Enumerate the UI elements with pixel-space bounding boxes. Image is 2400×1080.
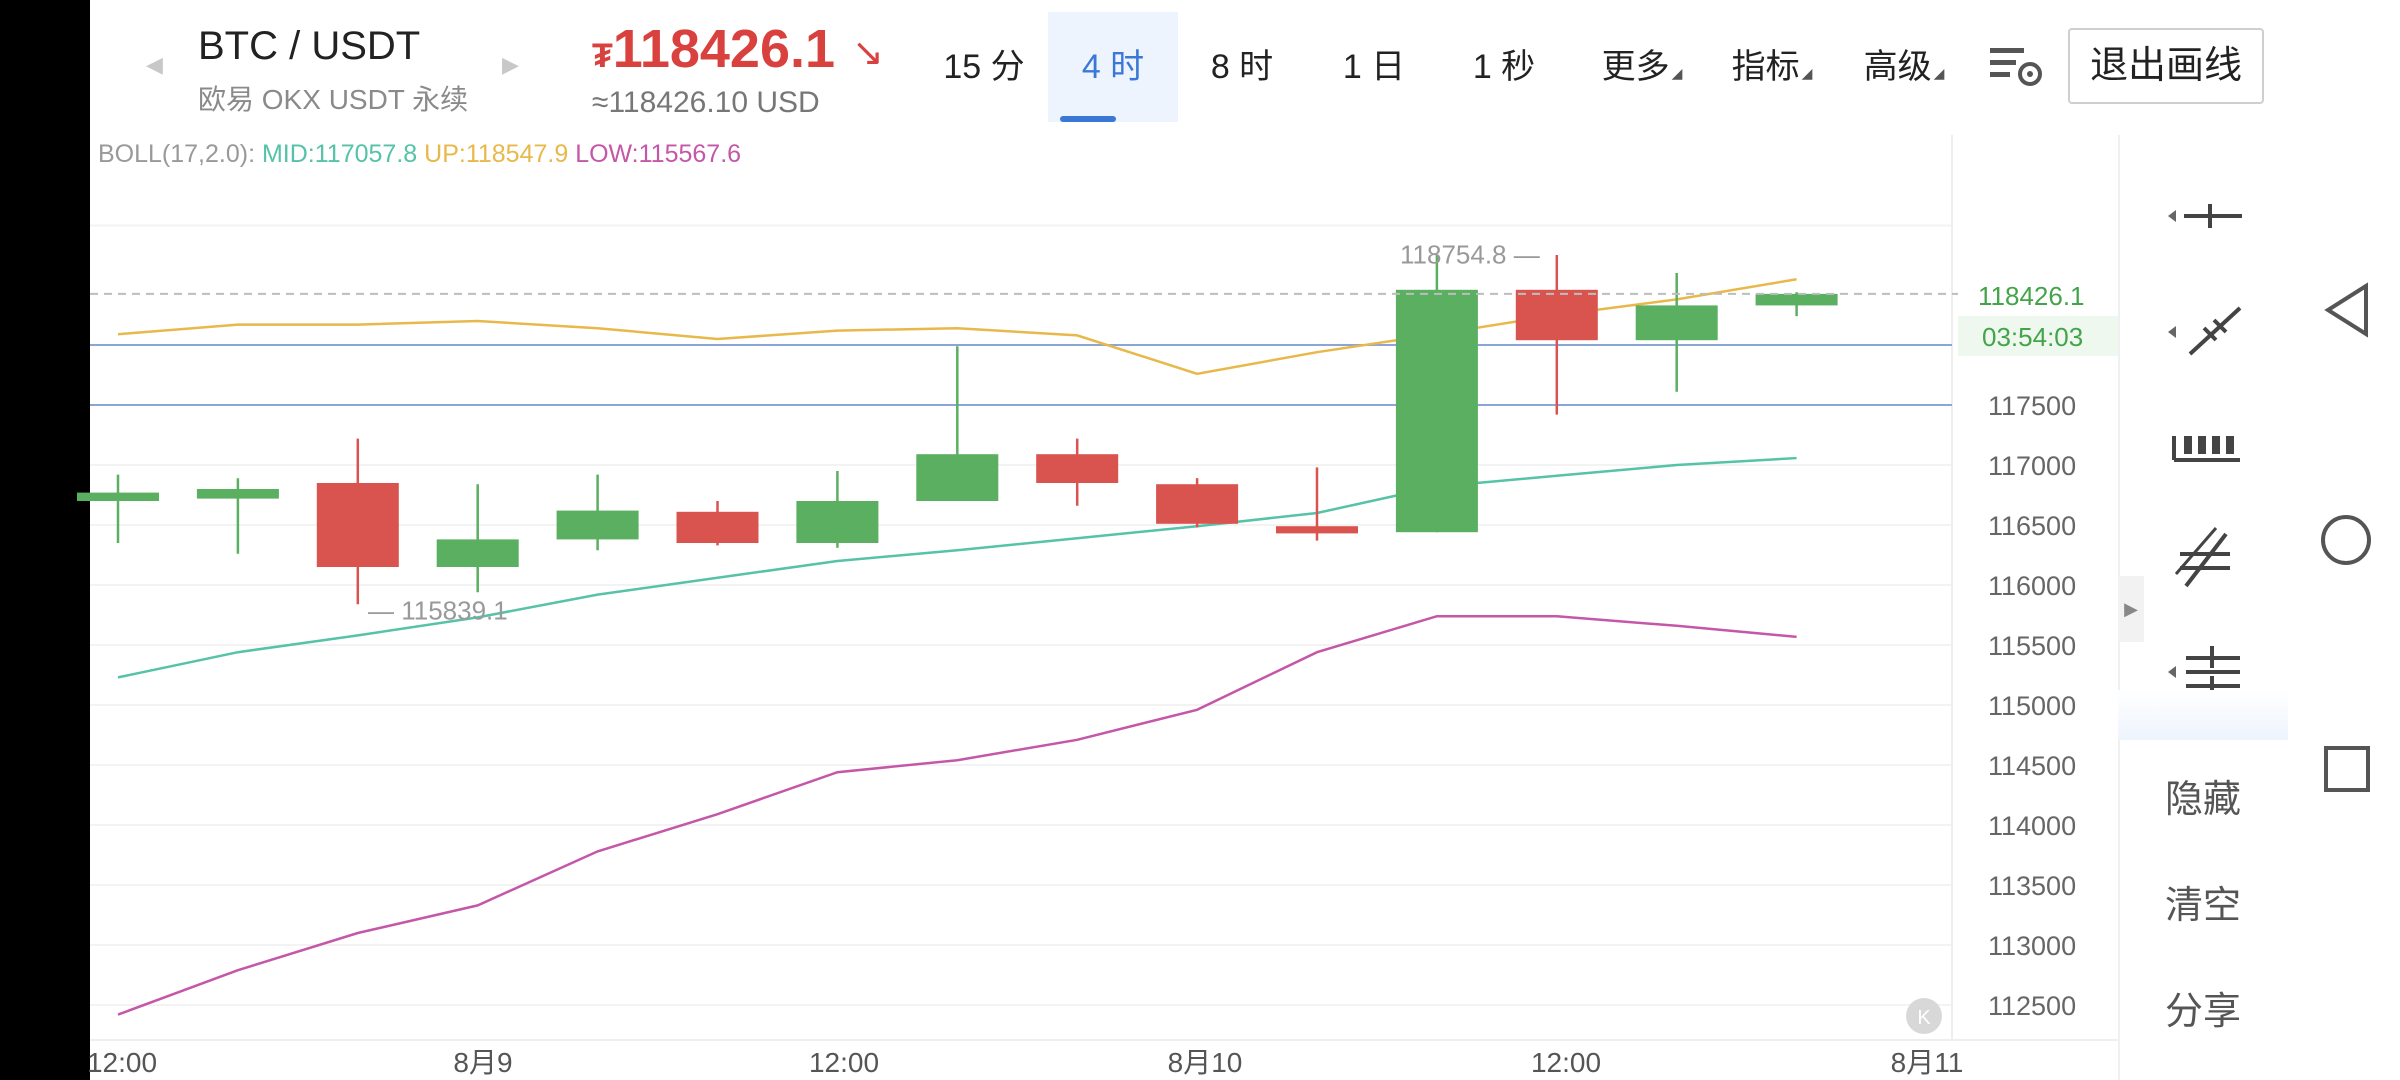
watermark-logo-icon bbox=[1906, 998, 1942, 1034]
dropdown-corner-icon: ◢ bbox=[1671, 65, 1683, 81]
price-usd: ≈118426.10 USD bbox=[592, 86, 820, 119]
boll-low-value: LOW:115567.6 bbox=[575, 140, 742, 168]
candle-body bbox=[316, 483, 399, 567]
candle-body bbox=[676, 511, 759, 543]
x-tick-label: 12:00 bbox=[809, 1047, 879, 1078]
tab-more[interactable]: 更多 ◢ bbox=[1601, 48, 1683, 86]
candle-body bbox=[1515, 289, 1598, 341]
countdown-label-bg bbox=[1958, 315, 2118, 356]
y-tick-label: 113000 bbox=[1988, 931, 2076, 961]
y-tick-label: 114500 bbox=[1988, 751, 2076, 781]
price-symbol: ₮ bbox=[592, 37, 613, 75]
tab-indicators[interactable]: 指标 ◢ bbox=[1731, 48, 1813, 86]
y-tick-label: 113500 bbox=[1988, 871, 2076, 901]
y-tick-label: 117500 bbox=[1988, 391, 2076, 421]
x-tick-label: 8月9 bbox=[453, 1047, 512, 1078]
boll-up-value: UP:118547.9 bbox=[424, 140, 569, 168]
system-nav-bar bbox=[2290, 0, 2400, 1080]
candle-body bbox=[916, 454, 999, 501]
countdown-label: 03:54:03 bbox=[1982, 322, 2083, 352]
pair-title[interactable]: BTC / USDT bbox=[198, 24, 421, 68]
candle-body bbox=[1395, 289, 1478, 533]
prev-pair-arrow-icon[interactable]: ◀ bbox=[146, 52, 163, 77]
chart-settings-icon[interactable] bbox=[1988, 44, 2044, 88]
candle-body bbox=[77, 492, 159, 501]
y-tick-label: 114000 bbox=[1988, 811, 2076, 841]
current-price-label: 118426.1 bbox=[1978, 281, 2085, 311]
y-tick-label: 115500 bbox=[1988, 631, 2076, 661]
tab-advanced[interactable]: 高级 ◢ bbox=[1863, 48, 1945, 86]
y-tick-label: 112500 bbox=[1988, 991, 2076, 1021]
candle-body bbox=[796, 501, 879, 543]
expand-panel-arrow-icon[interactable]: ▶ bbox=[2118, 576, 2144, 642]
x-tick-label: 12:00 bbox=[1531, 1047, 1601, 1078]
next-pair-arrow-icon[interactable]: ▶ bbox=[502, 52, 519, 77]
home-nav-icon[interactable] bbox=[2318, 512, 2374, 568]
price-range-tool-icon[interactable] bbox=[2160, 412, 2250, 482]
header-bar: ◀ ▶ BTC / USDT 欧易 OKX USDT 永续 ₮118426.1 … bbox=[90, 0, 2290, 130]
boll-lower-line bbox=[117, 614, 1797, 1016]
boll-mid-line bbox=[117, 456, 1797, 679]
candle-body bbox=[196, 489, 279, 499]
candle-body bbox=[1156, 484, 1239, 524]
hide-drawings-button[interactable]: 隐藏 bbox=[2164, 779, 2241, 821]
last-price: ₮118426.1 bbox=[592, 18, 835, 80]
dropdown-corner-icon: ◢ bbox=[1933, 65, 1945, 81]
back-nav-icon[interactable] bbox=[2320, 280, 2374, 340]
x-tick-label: 8月10 bbox=[1168, 1047, 1243, 1078]
y-tick-label: 116500 bbox=[1988, 511, 2076, 541]
active-tab-indicator bbox=[1060, 116, 1116, 122]
min-price-annotation: — 115839.1 bbox=[368, 595, 508, 625]
y-tick-label: 117000 bbox=[1988, 451, 2076, 481]
candle-body bbox=[436, 539, 519, 567]
current-price-label-bg bbox=[1958, 273, 2118, 314]
candle-body bbox=[1755, 293, 1838, 306]
tab-8h[interactable]: 8 时 bbox=[1210, 48, 1274, 86]
tab-15m[interactable]: 15 分 bbox=[943, 48, 1025, 86]
horizontal-ray-tool-icon[interactable] bbox=[2160, 180, 2250, 250]
clear-drawings-button[interactable]: 清空 bbox=[2164, 885, 2241, 927]
exit-drawing-button[interactable]: 退出画线 bbox=[2068, 28, 2264, 104]
y-tick-label: 116000 bbox=[1988, 571, 2076, 601]
exchange-subtitle: 欧易 OKX USDT 永续 bbox=[198, 84, 469, 115]
boll-legend-name: BOLL(17,2.0): bbox=[98, 140, 256, 168]
watermark-logo-icon: K bbox=[1917, 1007, 1931, 1029]
trend-line-tool-icon[interactable] bbox=[2160, 296, 2250, 366]
drawing-tools-panel bbox=[2118, 135, 2288, 1080]
x-tick-label: 12:00 bbox=[87, 1047, 157, 1078]
tools-scroll-fade bbox=[2118, 690, 2288, 740]
parallel-channel-tool-icon[interactable] bbox=[2160, 524, 2250, 594]
share-button[interactable]: 分享 bbox=[2164, 991, 2241, 1033]
last-price-value: 118426.1 bbox=[612, 19, 836, 79]
dropdown-corner-icon: ◢ bbox=[1801, 65, 1813, 81]
price-down-arrow-icon: ↘ bbox=[852, 32, 884, 74]
max-price-annotation: 118754.8 — bbox=[1400, 239, 1540, 269]
y-tick-label: 115000 bbox=[1988, 691, 2076, 721]
candle-body bbox=[1276, 526, 1358, 534]
tab-1s[interactable]: 1 秒 bbox=[1472, 48, 1536, 86]
candle-body bbox=[1635, 305, 1718, 341]
left-black-bar bbox=[0, 0, 90, 1080]
boll-mid-value: MID:117057.8 bbox=[261, 140, 418, 168]
candle-body bbox=[1036, 454, 1119, 483]
recents-nav-icon[interactable] bbox=[2322, 744, 2372, 794]
candle-body bbox=[556, 510, 639, 540]
boll-legend: BOLL(17,2.0): MID:117057.8 UP:118547.9 L… bbox=[98, 140, 741, 169]
x-tick-label: 8月11 bbox=[1891, 1047, 1964, 1078]
tab-4h[interactable]: 4 时 bbox=[1048, 12, 1178, 122]
tab-1d[interactable]: 1 日 bbox=[1342, 48, 1406, 86]
